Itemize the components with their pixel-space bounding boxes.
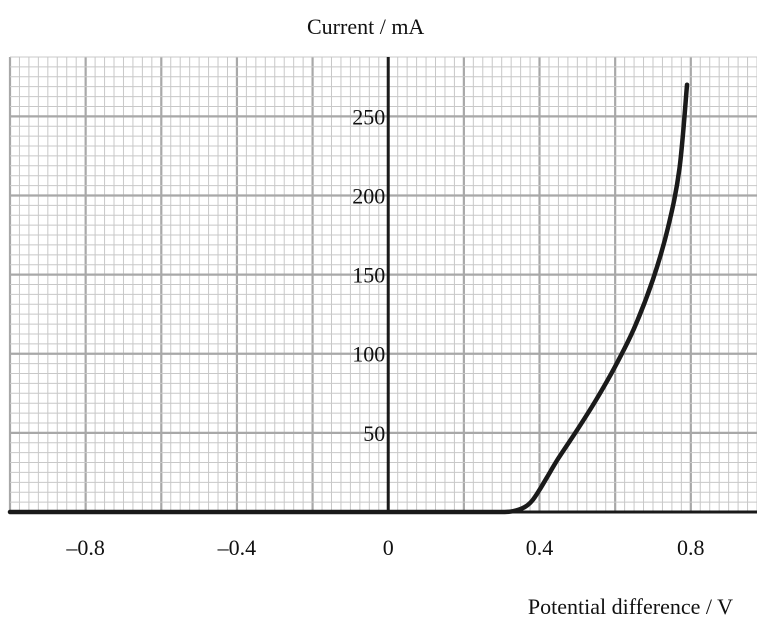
x-tick-label: –0.8 <box>65 535 105 560</box>
grid <box>8 56 757 514</box>
y-tick-label: 150 <box>352 263 385 288</box>
y-tick-label: 100 <box>352 342 385 367</box>
y-tick-label: 250 <box>352 104 385 129</box>
x-tick-label: 0.4 <box>526 535 554 560</box>
x-axis-label: Potential difference / V <box>527 594 733 619</box>
y-tick-label: 200 <box>352 183 385 208</box>
x-tick-label: 0 <box>383 535 394 560</box>
series-group <box>7 82 690 515</box>
x-tick-label: 0.8 <box>677 535 705 560</box>
x-tick-label: –0.4 <box>217 535 257 560</box>
y-axis-label: Current / mA <box>307 14 425 39</box>
tick-labels: –0.8 –0.4 0 0.4 0.8 50 100 150 200 250 <box>65 104 704 560</box>
iv-curve-line <box>7 82 690 515</box>
y-tick-label: 50 <box>363 421 385 446</box>
